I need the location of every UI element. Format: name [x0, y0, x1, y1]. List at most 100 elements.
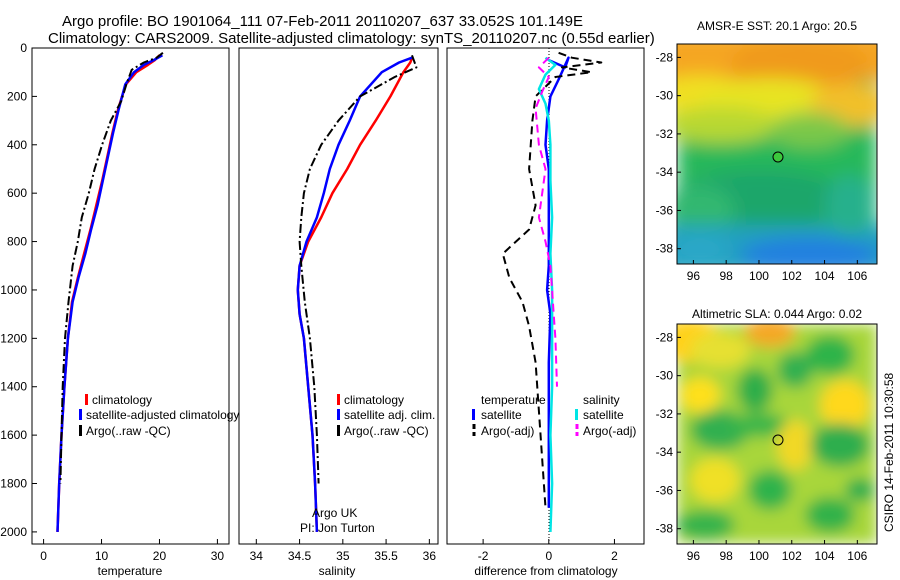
sla-lon-tick-label: 106 — [847, 549, 867, 563]
figure-title-line1: Argo profile: BO 1901064_111 07-Feb-2011… — [62, 13, 583, 30]
legend-swatch-argo — [79, 425, 82, 436]
sst-lat-tick-label: -38 — [656, 242, 674, 256]
salinity-series-line-2 — [298, 54, 418, 484]
difference-series-line-3 — [534, 56, 558, 387]
difference-series-line-1 — [501, 51, 603, 508]
salinity-legend: climatology satellite adj. clim. Argo(..… — [337, 393, 435, 438]
sla-map-frame — [676, 323, 878, 545]
temperature-ytick-label: 0 — [20, 41, 27, 55]
sst-ticks-group: 96 98 100 102 104 106 -28 -30 -32 -34 -36 -38 — [656, 50, 868, 283]
sla-float-marker — [772, 434, 784, 446]
temperature-ytick-label: 600 — [7, 186, 27, 200]
salinity-xtick-label: 35 — [336, 549, 350, 563]
salinity-ticks-group: 34 34.5 35 35.5 36 — [250, 539, 437, 563]
legend-swatch-climatology — [85, 394, 88, 405]
temperature-ytick-label: 200 — [7, 89, 27, 103]
difference-axes-box — [446, 47, 645, 545]
sla-lat-tick-label: -34 — [656, 445, 674, 459]
temperature-xtick-label: 10 — [95, 549, 109, 563]
temperature-ytick-label: 1000 — [0, 283, 27, 297]
temperature-panel: 0 10 20 30 0 200 400 600 800 1000 1200 1400 1600 1800… — [0, 41, 239, 578]
salinity-xtick-label: 34.5 — [288, 549, 312, 563]
legend-label-sal-argo: Argo(..raw -QC) — [344, 424, 429, 438]
sst-lon-tick-label: 102 — [782, 269, 802, 283]
temperature-axes-box — [31, 47, 230, 545]
temperature-series-group — [56, 52, 164, 532]
difference-legend: temperature salinity satellite Argo(-adj… — [472, 393, 636, 438]
salinity-xlabel: salinity — [319, 564, 356, 578]
difference-ticks-group: -2 0 2 — [478, 539, 618, 563]
sst-lon-tick-label: 98 — [720, 269, 734, 283]
sst-lon-tick-label: 106 — [847, 269, 867, 283]
difference-xtick-label: 0 — [545, 549, 552, 563]
sla-ticks-group: 96 98 100 102 104 106 -28 -30 -32 -34 -36 -38 — [656, 330, 868, 563]
sla-lon-tick-label: 102 — [782, 549, 802, 563]
salinity-xtick-label: 35.5 — [374, 549, 398, 563]
difference-series-line-2 — [537, 56, 557, 532]
difference-panel: -2 0 2 difference from climatology tempera… — [446, 47, 645, 578]
difference-xlabel: difference from climatology — [474, 564, 617, 578]
legend-title-temperature: temperature — [481, 393, 546, 407]
sla-lat-tick-label: -30 — [656, 369, 674, 383]
sst-map-title: AMSR-E SST: 20.1 Argo: 20.5 — [697, 19, 857, 33]
salinity-xtick-label: 36 — [423, 549, 437, 563]
sla-lat-tick-label: -36 — [656, 483, 674, 497]
sla-map-title: Altimetric SLA: 0.044 Argo: 0.02 — [692, 307, 862, 321]
temperature-xtick-label: 0 — [40, 549, 47, 563]
temperature-legend: climatology satellite-adjusted climatolo… — [79, 393, 239, 438]
sst-lon-tick-label: 100 — [749, 269, 769, 283]
legend-label-climatology: climatology — [92, 393, 152, 407]
figure-title-line2: Climatology: CARS2009. Satellite-adjuste… — [48, 30, 655, 47]
temperature-series-line-1 — [56, 54, 164, 532]
sla-lat-tick-label: -28 — [656, 330, 674, 344]
legend-swatch-temp-satellite — [472, 409, 475, 420]
salinity-panel: 34 34.5 35 35.5 36 salinity climatology sate… — [238, 47, 439, 578]
difference-series-group — [501, 51, 603, 532]
sla-lon-tick-label: 98 — [720, 549, 734, 563]
legend-label-argo: Argo(..raw -QC) — [86, 424, 171, 438]
sla-lon-tick-label: 100 — [749, 549, 769, 563]
credit-stamp: CSIRO 14-Feb-2011 10:30:58 — [882, 372, 896, 532]
temperature-ytick-label: 1800 — [0, 477, 27, 491]
sla-lon-tick-label: 104 — [815, 549, 835, 563]
legend-swatch-satellite-adjusted — [79, 409, 82, 420]
temperature-ytick-label: 400 — [7, 138, 27, 152]
sla-lon-tick-label: 96 — [687, 549, 701, 563]
sst-map-frame — [676, 43, 878, 265]
difference-xtick-label: -2 — [478, 549, 489, 563]
temperature-ytick-label: 1400 — [0, 380, 27, 394]
salinity-series-group — [296, 54, 418, 532]
salinity-series-line-1 — [296, 56, 413, 532]
legend-swatch-sal-satellite — [337, 409, 340, 420]
temperature-ytick-label: 800 — [7, 235, 27, 249]
legend-swatch-sal-satellite-diff — [575, 409, 578, 420]
sst-float-marker — [772, 151, 784, 163]
legend-label-sal-climatology: climatology — [344, 393, 404, 407]
temperature-xlabel: temperature — [98, 564, 163, 578]
sla-lat-tick-label: -38 — [656, 522, 674, 536]
sst-lon-tick-label: 104 — [815, 269, 835, 283]
temperature-xtick-label: 20 — [153, 549, 167, 563]
legend-swatch-sal-argo — [337, 425, 340, 436]
sst-lat-tick-label: -34 — [656, 165, 674, 179]
sst-lat-tick-label: -32 — [656, 127, 674, 141]
salinity-axes-box — [238, 47, 439, 545]
sla-field — [677, 324, 877, 544]
temperature-ytick-label: 1600 — [0, 428, 27, 442]
temperature-xtick-label: 30 — [211, 549, 225, 563]
legend-label-sal-satellite-diff: satellite — [583, 408, 624, 422]
temperature-series-line-2 — [59, 52, 164, 484]
sla-lat-tick-label: -32 — [656, 407, 674, 421]
sst-lat-tick-label: -36 — [656, 203, 674, 217]
salinity-xtick-label: 34 — [250, 549, 264, 563]
legend-label-temp-argo: Argo(-adj) — [481, 424, 534, 438]
float-owner-annotation: Argo UK — [312, 506, 357, 520]
difference-xtick-label: 2 — [611, 549, 618, 563]
legend-label-satellite-adjusted: satellite-adjusted climatology — [86, 408, 239, 422]
sst-lat-tick-label: -28 — [656, 50, 674, 64]
legend-label-temp-satellite: satellite — [481, 408, 522, 422]
float-pi-annotation: PI: Jon Turton — [300, 521, 375, 535]
sst-lat-tick-label: -30 — [656, 89, 674, 103]
legend-label-sal-argo-diff: Argo(-adj) — [583, 424, 636, 438]
